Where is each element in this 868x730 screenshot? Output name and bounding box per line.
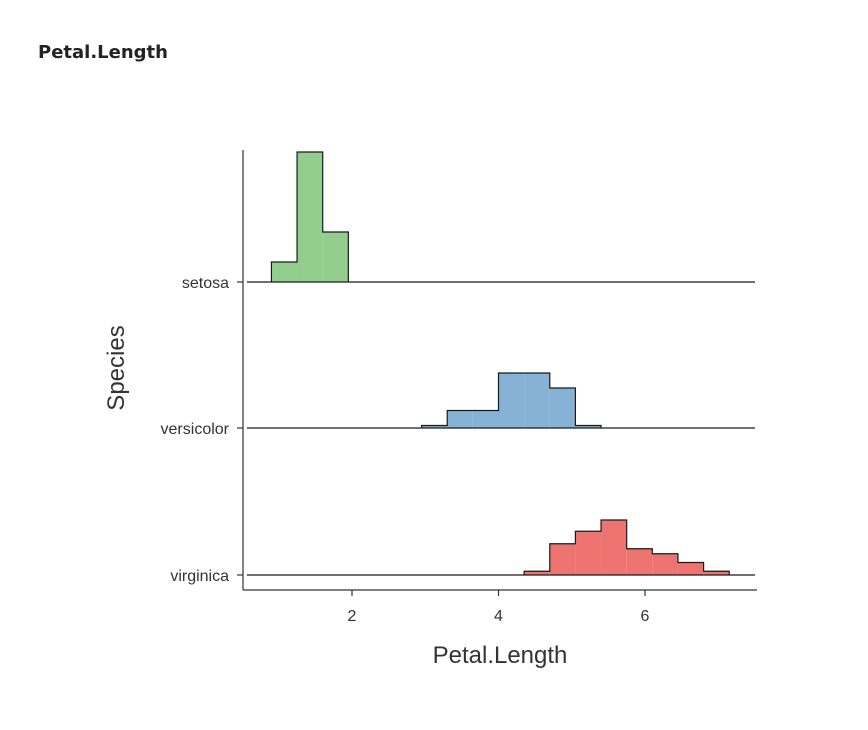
labels-layer: setosa versicolor virginica 2 4 6 Petal.Length… [103, 275, 650, 669]
virginica-bar-6 [677, 562, 704, 575]
versicolor-bar-0 [421, 425, 448, 428]
versicolor-outline [420, 372, 602, 428]
y-tick-label-virginica: virginica [170, 568, 229, 585]
versicolor-bar-3 [498, 373, 525, 428]
virginica-bar-1 [549, 543, 576, 575]
page-title: Petal.Length [38, 42, 168, 63]
setosa-bar-2 [322, 232, 349, 282]
virginica-bar-4 [626, 548, 653, 575]
x-tick-label-4: 4 [494, 608, 503, 625]
virginica-bar-3 [601, 520, 627, 575]
y-tick-label-setosa: setosa [182, 275, 229, 292]
virginica-bar-2 [575, 531, 602, 575]
setosa-bar-1 [297, 152, 323, 282]
x-axis-title: Petal.Length [433, 642, 568, 669]
axes-layer [237, 150, 757, 596]
ridges-layer [247, 151, 755, 576]
virginica-bar-5 [652, 553, 678, 575]
x-tick-label-6: 6 [641, 608, 650, 625]
versicolor-bar-4 [524, 373, 550, 428]
versicolor-bar-1 [447, 410, 473, 428]
setosa-outline [270, 151, 349, 282]
virginica-outline [523, 519, 730, 575]
versicolor-bar-5 [549, 388, 576, 428]
y-tick-label-versicolor: versicolor [161, 421, 230, 438]
y-axis-title: Species [103, 325, 130, 410]
x-tick-label-2: 2 [348, 608, 357, 625]
versicolor-bar-2 [472, 410, 499, 428]
virginica-bar-0 [524, 571, 550, 575]
versicolor-bar-6 [575, 425, 602, 428]
virginica-bar-7 [703, 571, 730, 575]
setosa-bar-0 [271, 262, 298, 282]
